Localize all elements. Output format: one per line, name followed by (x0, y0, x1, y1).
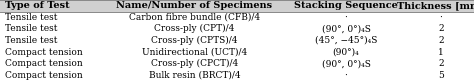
Text: Bulk resin (BRCT)/4: Bulk resin (BRCT)/4 (148, 71, 240, 80)
Text: (90°, 0°)₄S: (90°, 0°)₄S (321, 24, 371, 33)
Text: Stacking Sequence: Stacking Sequence (294, 1, 398, 10)
Bar (0, 0, 474, 12)
Text: (45°, −45°)₄S: (45°, −45°)₄S (315, 36, 377, 45)
Text: (90°)₄: (90°)₄ (333, 48, 359, 57)
Text: Compact tension: Compact tension (5, 48, 82, 57)
Text: 1: 1 (438, 48, 444, 57)
Bar (0, 23, 474, 35)
Bar (0, 35, 474, 46)
Text: 5: 5 (438, 71, 444, 80)
Text: 2: 2 (438, 36, 444, 45)
Text: Unidirectional (UCT)/4: Unidirectional (UCT)/4 (142, 48, 247, 57)
Text: (90°, 0°)₄S: (90°, 0°)₄S (321, 59, 371, 68)
Text: ·: · (345, 13, 347, 22)
Bar (0, 12, 474, 23)
Text: Compact tension: Compact tension (5, 71, 82, 80)
Text: 2: 2 (438, 24, 444, 33)
Text: Thickness [mm]: Thickness [mm] (397, 1, 474, 10)
Text: Cross-ply (CPCT)/4: Cross-ply (CPCT)/4 (151, 59, 238, 68)
Text: Cross-ply (CPTS)/4: Cross-ply (CPTS)/4 (151, 36, 237, 45)
Bar (0, 58, 474, 69)
Text: Cross-ply (CPT)/4: Cross-ply (CPT)/4 (154, 24, 235, 33)
Text: Tensile test: Tensile test (5, 13, 57, 22)
Text: Compact tension: Compact tension (5, 59, 82, 68)
Text: Type of Test: Type of Test (5, 1, 69, 10)
Text: ·: · (439, 13, 442, 22)
Bar (0, 46, 474, 58)
Bar (0, 69, 474, 81)
Text: ·: · (345, 71, 347, 80)
Text: Tensile test: Tensile test (5, 36, 57, 45)
Text: 2: 2 (438, 59, 444, 68)
Text: Name/Number of Specimens: Name/Number of Specimens (116, 1, 273, 10)
Text: Carbon fibre bundle (CFB)/4: Carbon fibre bundle (CFB)/4 (129, 13, 260, 22)
Text: Tensile test: Tensile test (5, 24, 57, 33)
